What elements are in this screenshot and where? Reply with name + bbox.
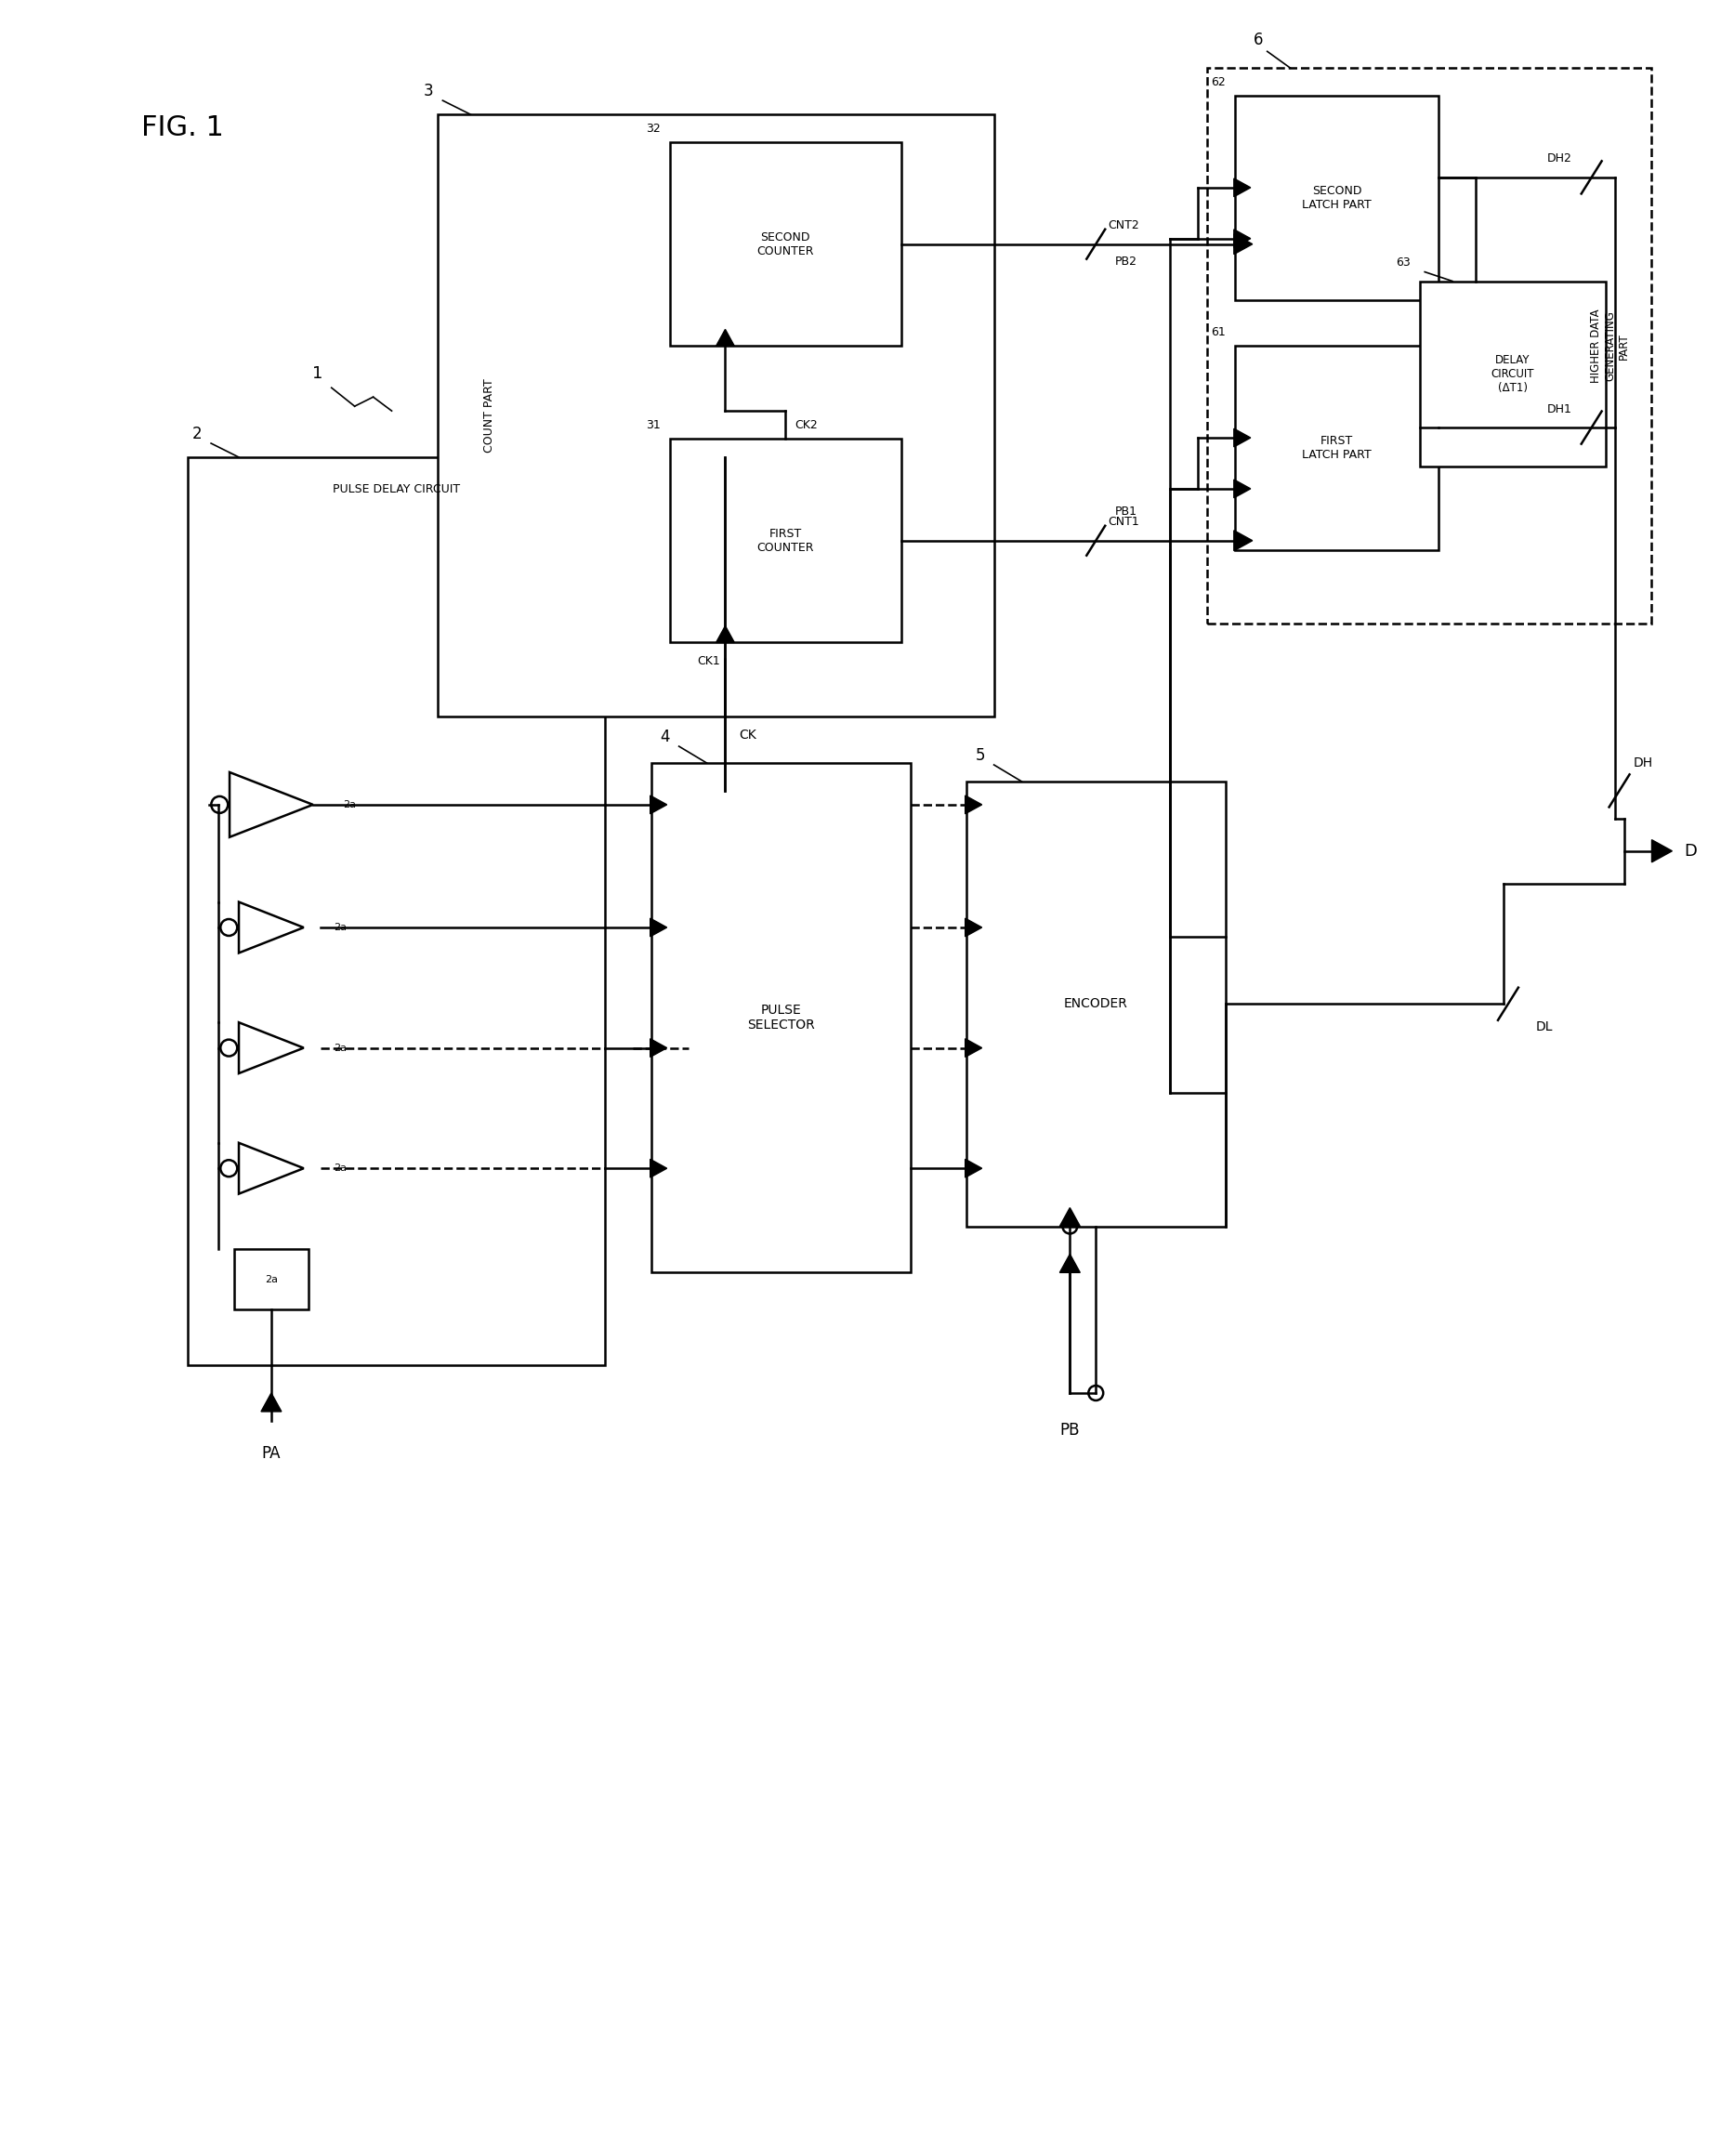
Polygon shape xyxy=(966,796,981,813)
Text: 31: 31 xyxy=(645,418,661,431)
Text: 2: 2 xyxy=(192,425,203,442)
Text: DL: DL xyxy=(1536,1020,1554,1033)
Text: FIG. 1: FIG. 1 xyxy=(142,114,224,142)
Text: PB1: PB1 xyxy=(1115,507,1138,517)
Text: 5: 5 xyxy=(976,748,985,763)
Bar xyxy=(669,142,902,345)
Polygon shape xyxy=(1235,229,1250,248)
Text: 2a: 2a xyxy=(265,1274,277,1285)
Polygon shape xyxy=(650,1039,668,1056)
Polygon shape xyxy=(1235,179,1250,196)
Polygon shape xyxy=(1235,530,1252,550)
Text: PA: PA xyxy=(262,1445,281,1462)
Text: FIRST
LATCH PART: FIRST LATCH PART xyxy=(1302,436,1372,461)
Text: 6: 6 xyxy=(1254,32,1262,50)
Text: 3: 3 xyxy=(423,82,434,99)
Text: SECOND
LATCH PART: SECOND LATCH PART xyxy=(1302,185,1372,211)
Polygon shape xyxy=(716,330,735,345)
Bar xyxy=(1235,345,1439,550)
Text: SECOND
COUNTER: SECOND COUNTER xyxy=(758,231,813,257)
Text: DELAY
CIRCUIT
(ΔT1): DELAY CIRCUIT (ΔT1) xyxy=(1491,354,1535,395)
Polygon shape xyxy=(966,918,981,936)
Text: CK: CK xyxy=(739,729,756,742)
Text: DH2: DH2 xyxy=(1547,153,1571,164)
Bar xyxy=(1420,280,1606,466)
Text: CK1: CK1 xyxy=(697,655,721,666)
Polygon shape xyxy=(1059,1207,1080,1227)
Text: CK2: CK2 xyxy=(794,418,818,431)
Polygon shape xyxy=(1235,233,1252,254)
Polygon shape xyxy=(1235,429,1250,446)
Text: 2a: 2a xyxy=(333,923,347,931)
Text: PB2: PB2 xyxy=(1115,257,1138,267)
Polygon shape xyxy=(1653,841,1672,862)
Polygon shape xyxy=(650,796,668,813)
Text: HIGHER DATA
GENERATING
PART: HIGHER DATA GENERATING PART xyxy=(1590,308,1630,384)
Text: 2a: 2a xyxy=(333,1164,347,1173)
Bar xyxy=(439,114,994,716)
Text: ENCODER: ENCODER xyxy=(1065,998,1127,1011)
Text: CNT1: CNT1 xyxy=(1108,515,1139,528)
Bar xyxy=(234,1250,309,1309)
Bar xyxy=(187,457,605,1365)
Polygon shape xyxy=(650,918,668,936)
Text: DH1: DH1 xyxy=(1547,403,1571,416)
Bar xyxy=(1207,69,1653,623)
Bar xyxy=(652,763,910,1272)
Text: 61: 61 xyxy=(1210,326,1226,338)
Polygon shape xyxy=(716,625,735,642)
Text: PULSE
SELECTOR: PULSE SELECTOR xyxy=(747,1005,815,1033)
Text: PULSE DELAY CIRCUIT: PULSE DELAY CIRCUIT xyxy=(333,483,460,496)
Text: DH: DH xyxy=(1633,757,1653,770)
Polygon shape xyxy=(1059,1255,1080,1272)
Polygon shape xyxy=(1235,479,1250,498)
Bar xyxy=(669,438,902,642)
Text: 32: 32 xyxy=(645,123,661,134)
Text: 2a: 2a xyxy=(333,1044,347,1052)
Text: 2a: 2a xyxy=(343,800,355,808)
Text: 62: 62 xyxy=(1210,75,1226,88)
Text: 63: 63 xyxy=(1396,257,1411,270)
Bar xyxy=(966,780,1226,1227)
Polygon shape xyxy=(262,1393,281,1412)
Text: PB: PB xyxy=(1059,1421,1080,1438)
Text: FIRST
COUNTER: FIRST COUNTER xyxy=(758,528,813,554)
Bar xyxy=(1235,95,1439,300)
Text: 1: 1 xyxy=(312,367,323,382)
Polygon shape xyxy=(966,1039,981,1056)
Polygon shape xyxy=(966,1160,981,1177)
Text: 4: 4 xyxy=(661,729,669,746)
Text: D: D xyxy=(1684,843,1698,860)
Polygon shape xyxy=(650,1160,668,1177)
Text: COUNT PART: COUNT PART xyxy=(484,379,494,453)
Text: CNT2: CNT2 xyxy=(1108,220,1139,231)
